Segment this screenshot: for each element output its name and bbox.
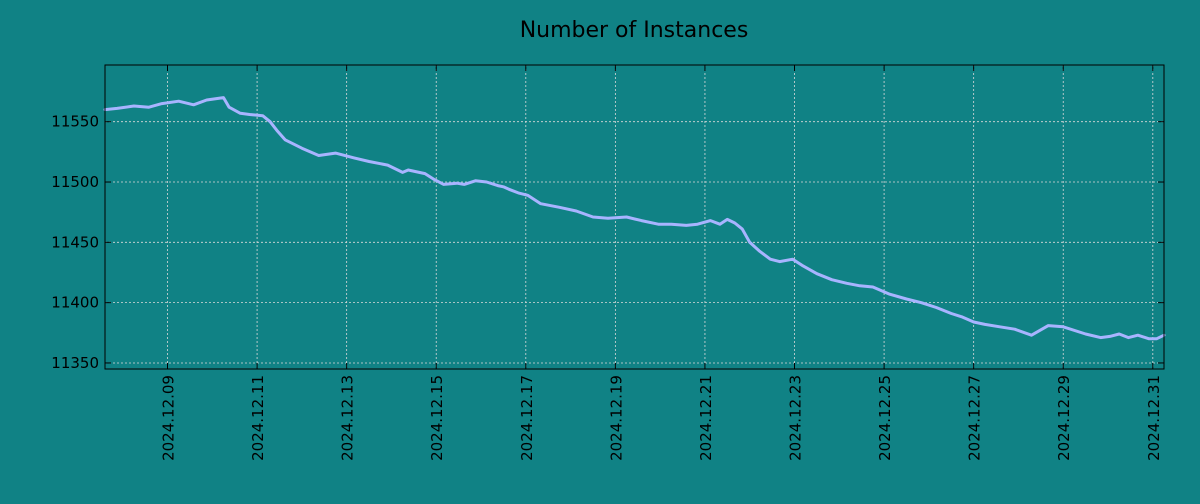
x-tick-label: 2024.12.27 <box>966 375 984 461</box>
x-tick-label: 2024.12.19 <box>607 375 625 461</box>
series-line <box>103 96 1166 341</box>
grid-lines <box>105 65 1164 369</box>
y-tick-label: 11550 <box>51 113 99 131</box>
x-tick-label: 2024.12.31 <box>1145 375 1163 461</box>
data-series <box>103 96 1166 341</box>
plot-area-frame <box>104 64 1165 370</box>
y-tick-label: 11450 <box>51 233 99 251</box>
axis-ticks: 11350 11400 11450 11500 11550 2024.12.09 2024.… <box>51 65 1164 461</box>
x-tick-label: 2024.12.25 <box>876 375 894 461</box>
x-tick-label: 2024.12.21 <box>697 375 715 461</box>
y-tick-label: 11500 <box>51 173 99 191</box>
x-tick-label: 2024.12.09 <box>160 375 178 461</box>
x-tick-label: 2024.12.13 <box>339 375 357 461</box>
x-tick-label: 2024.12.11 <box>249 375 267 461</box>
x-tick-label: 2024.12.17 <box>518 375 536 461</box>
y-tick-label: 11400 <box>51 294 99 312</box>
y-tick-label: 11350 <box>51 354 99 372</box>
chart-title: Number of Instances <box>520 18 749 43</box>
x-tick-label: 2024.12.23 <box>787 375 805 461</box>
x-tick-label: 2024.12.15 <box>428 375 446 461</box>
x-tick-label: 2024.12.29 <box>1055 375 1073 461</box>
